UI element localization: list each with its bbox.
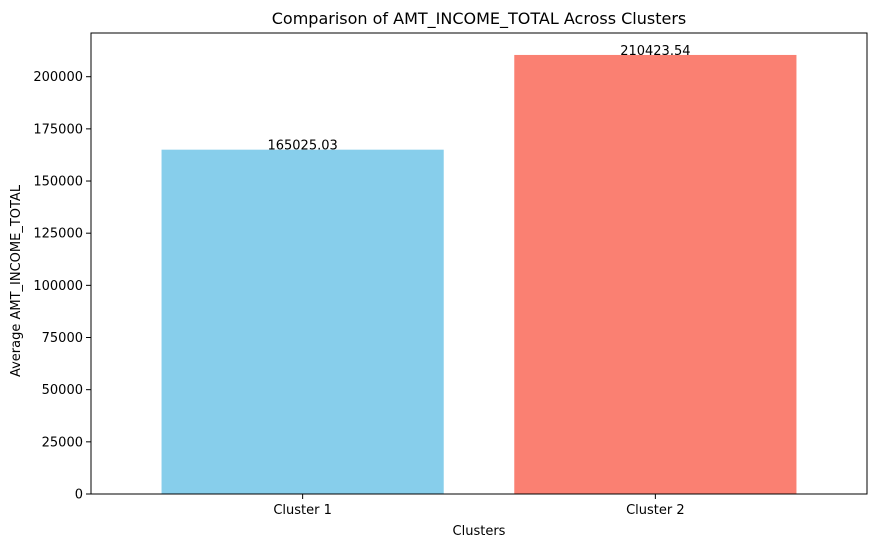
y-tick-label: 75000: [42, 331, 83, 346]
x-axis: Cluster 1 Cluster 2: [273, 494, 685, 518]
bar-value-label: 165025.03: [267, 139, 337, 154]
bar-value-label: 210423.54: [620, 44, 690, 59]
y-tick-label: 125000: [33, 227, 83, 242]
y-tick-label: 175000: [33, 122, 83, 137]
bar-cluster-1: [161, 149, 444, 494]
y-tick-label: 150000: [33, 175, 83, 190]
axes-frame: [90, 32, 868, 495]
y-axis-label: Average AMT_INCOME_TOTAL: [9, 184, 24, 377]
x-tick-label: Cluster 1: [273, 503, 332, 518]
y-tick-label: 50000: [42, 383, 83, 398]
y-tick-label: 200000: [33, 70, 83, 85]
x-axis-label: Clusters: [453, 524, 506, 539]
y-tick-label: 25000: [42, 435, 83, 450]
bar-cluster-2: [514, 54, 797, 494]
y-axis: 0 25000 50000 75000 100000 125000 150000 175000…: [33, 70, 91, 503]
plot-area: 165025.03 210423.54: [161, 44, 797, 494]
chart-title: Comparison of AMT_INCOME_TOTAL Across Cl…: [272, 9, 686, 29]
y-tick-label: 0: [75, 488, 83, 503]
x-tick-label: Cluster 2: [626, 503, 685, 518]
y-tick-label: 100000: [33, 279, 83, 294]
